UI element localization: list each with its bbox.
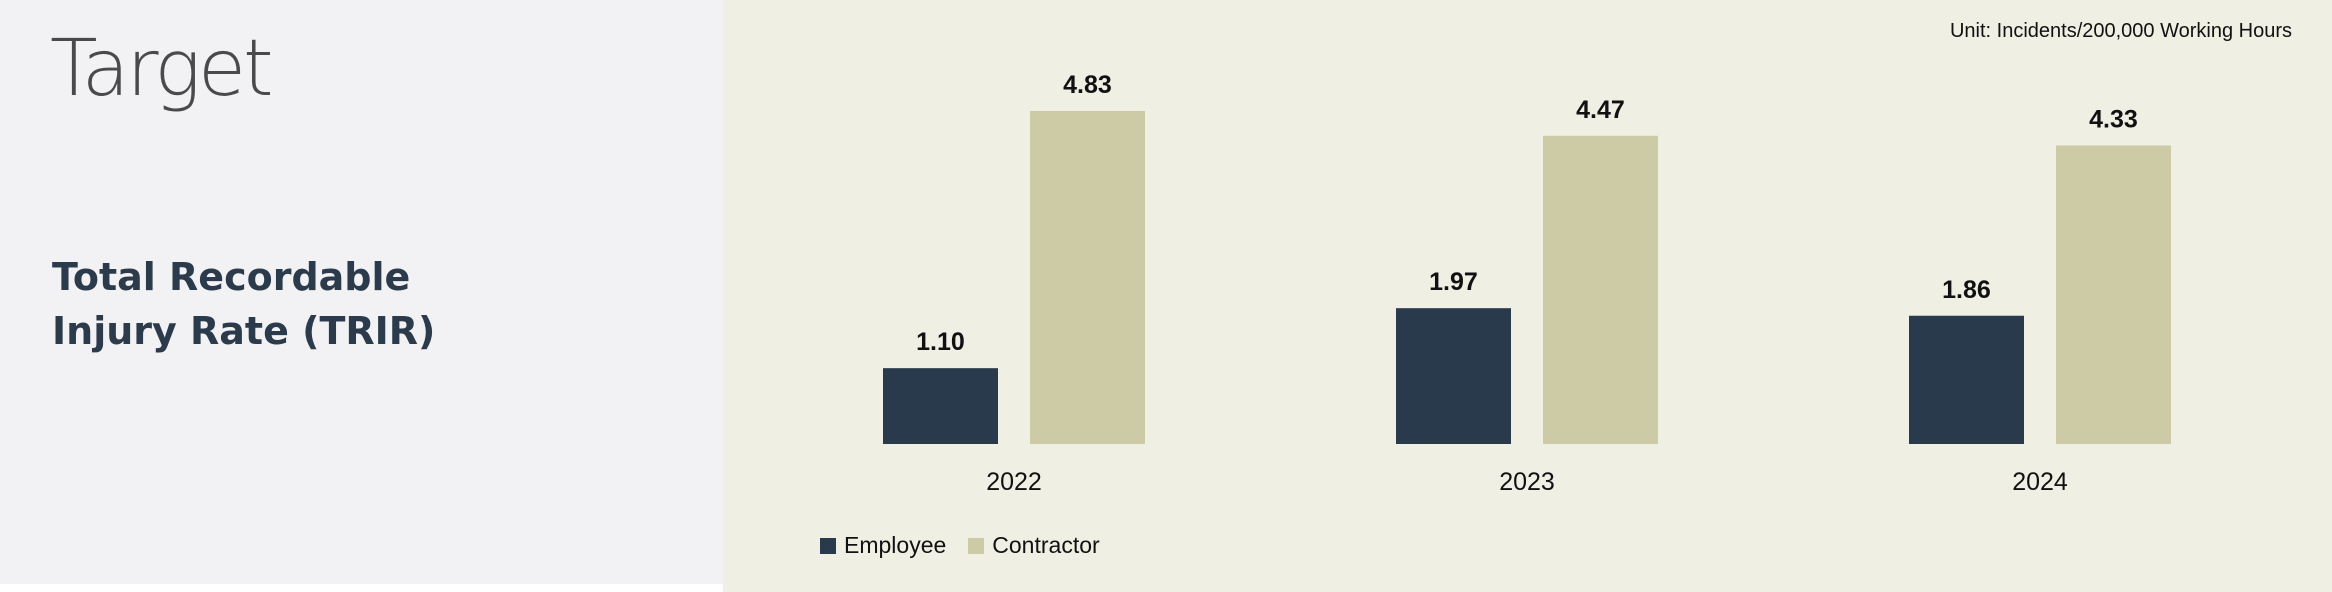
chart-panel: Unit: Incidents/200,000 Working Hours 1.… [723,0,2332,592]
data-label-contractor-2022: 4.83 [1063,71,1112,99]
data-label-contractor-2024: 4.33 [2089,105,2138,133]
data-label-employee-2022: 1.10 [916,328,965,356]
data-label-contractor-2023: 4.47 [1576,96,1625,124]
x-tick-label-2022: 2022 [986,468,1042,496]
bar-employee-2023 [1396,308,1511,444]
bar-contractor-2023 [1543,135,1658,444]
chart-legend: Employee Contractor [820,532,1122,559]
bar-employee-2022 [883,368,998,444]
data-label-employee-2024: 1.86 [1942,276,1991,304]
brand-logo: Target [50,24,274,114]
x-tick-label-2024: 2024 [2012,468,2068,496]
legend-label-contractor: Contractor [992,532,1100,558]
legend-swatch-contractor [968,537,985,554]
title-panel: Target Total Recordable Injury Rate (TRI… [0,0,723,584]
legend-item-contractor: Contractor [968,532,1100,559]
bar-contractor-2024 [2056,145,2171,444]
unit-note: Unit: Incidents/200,000 Working Hours [1949,20,2292,42]
x-tick-label-2023: 2023 [1499,468,1555,496]
data-label-employee-2023: 1.97 [1429,268,1478,296]
metric-title: Total Recordable Injury Rate (TRIR) [52,255,436,353]
bar-employee-2024 [1909,315,2024,444]
bar-contractor-2022 [1030,111,1145,444]
legend-label-employee: Employee [844,532,947,558]
bar-chart: 1.10 4.83 2022 1.97 4.47 2023 1.86 4.33 2024 [883,71,2171,496]
legend-item-employee: Employee [820,532,946,559]
legend-swatch-employee [820,537,836,554]
